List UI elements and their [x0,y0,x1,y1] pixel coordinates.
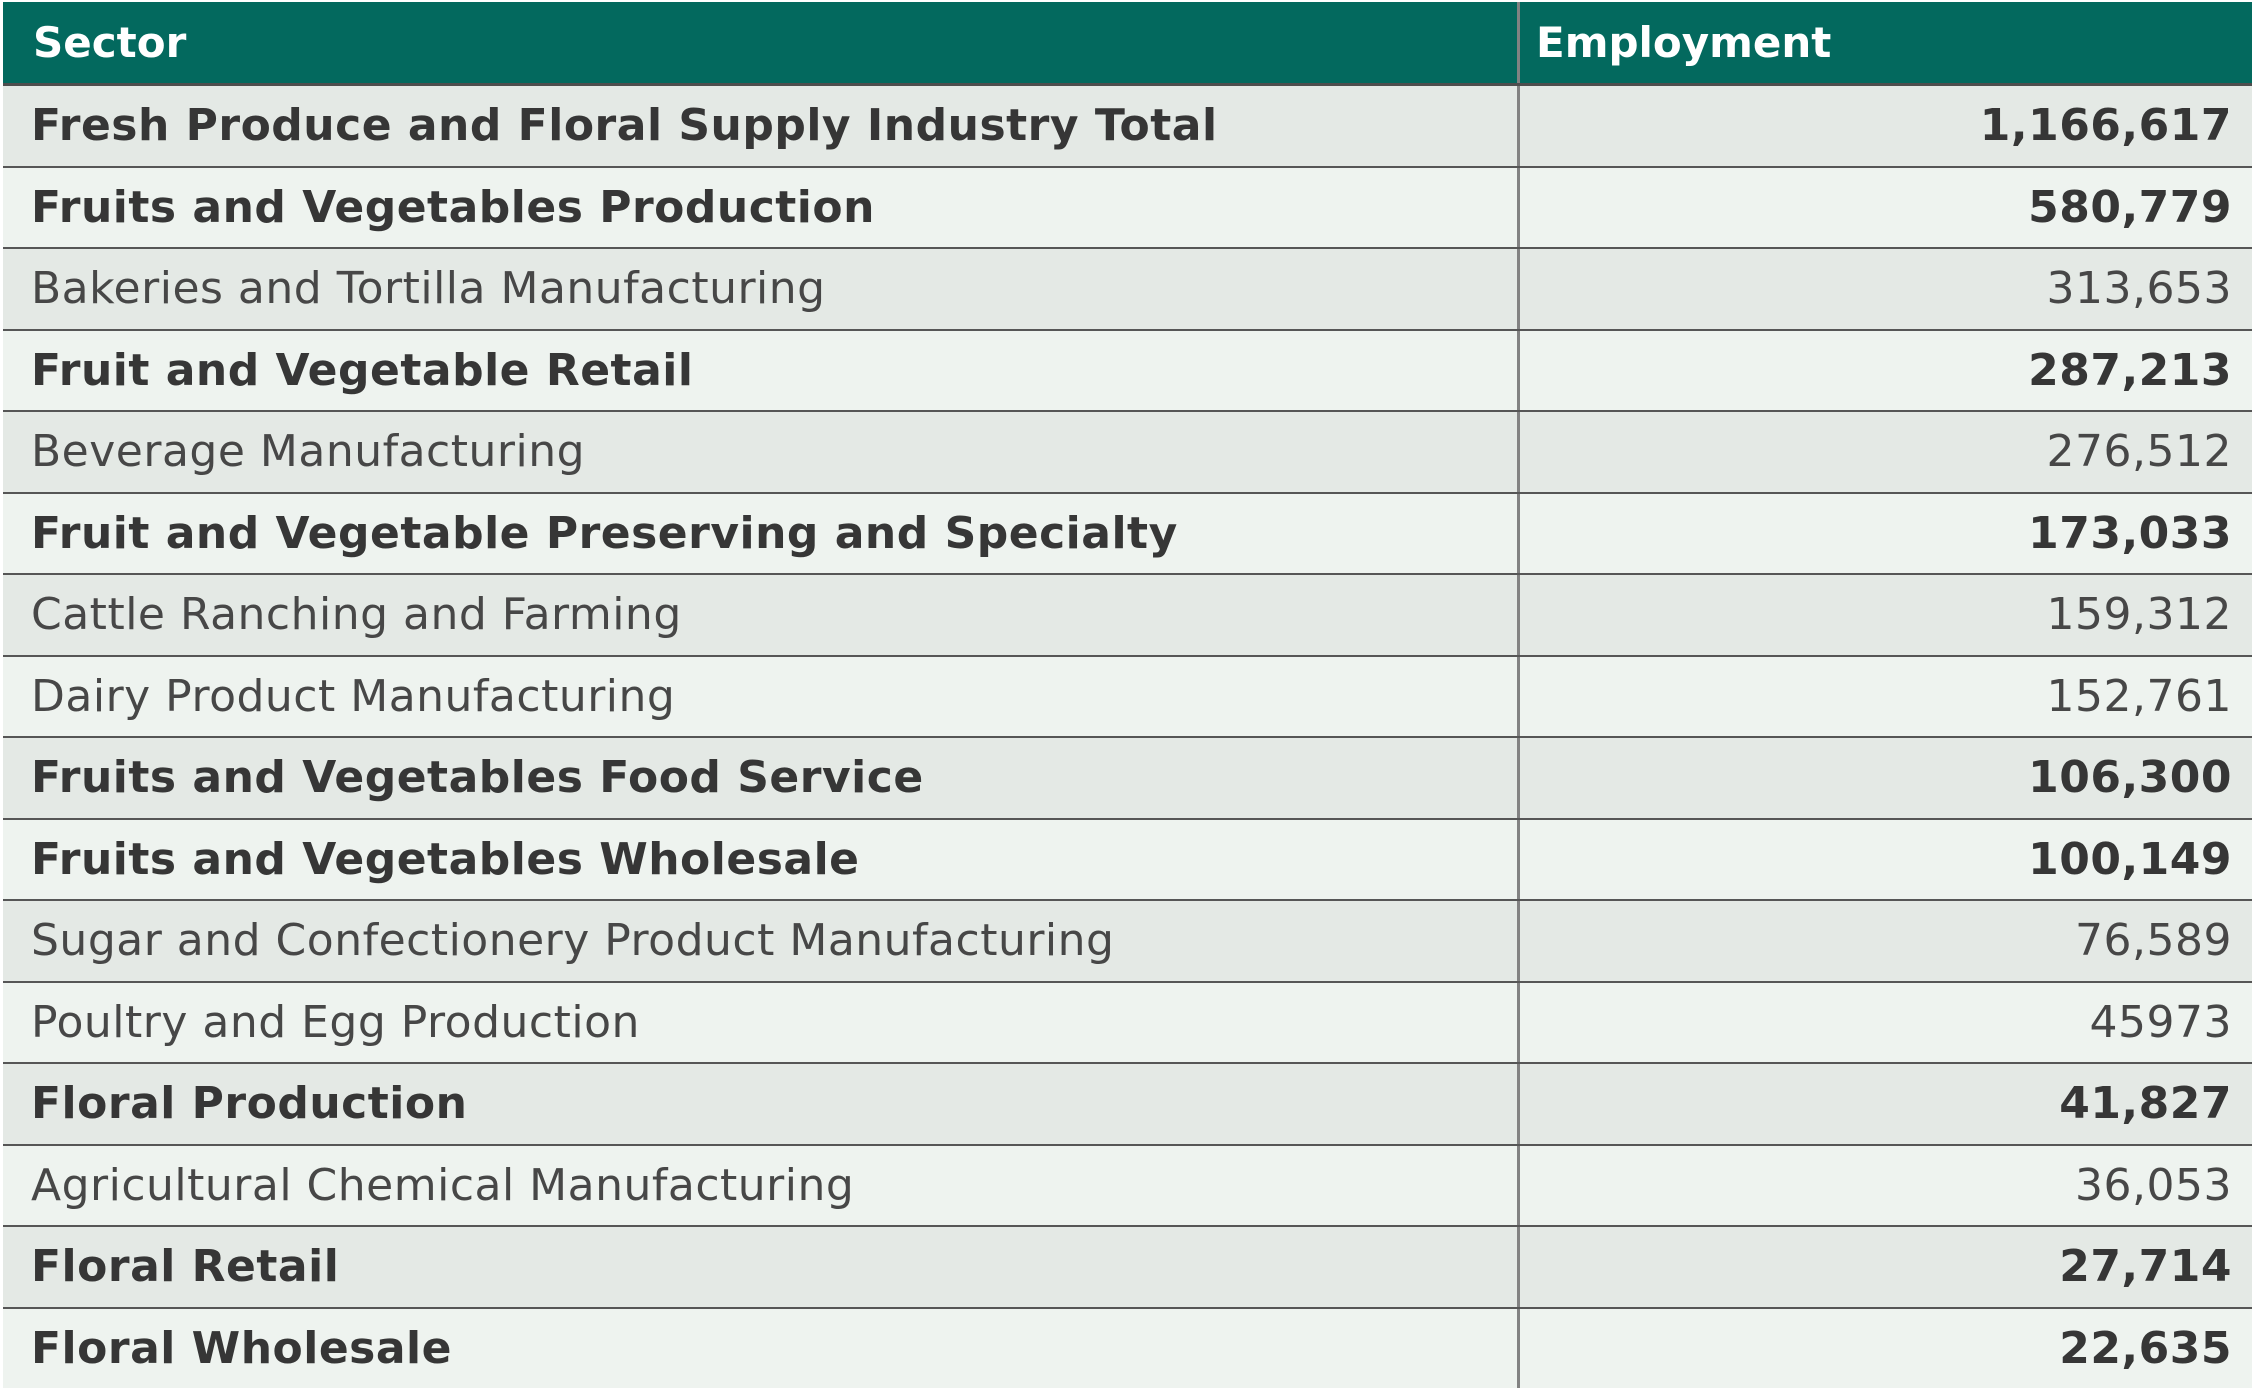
table-row: Agricultural Chemical Manufacturing 36,0… [3,1143,2252,1225]
employment-cell: 41,827 [2059,1078,2232,1130]
employment-cell: 100,149 [2028,833,2232,885]
sector-cell: Beverage Manufacturing [3,412,1520,492]
employment-cell: 276,512 [2046,426,2232,478]
table-row: Floral Production 41,827 [3,1062,2252,1144]
table-row: Floral Wholesale 22,635 [3,1306,2252,1388]
table-row: Sugar and Confectionery Product Manufact… [3,899,2252,981]
sector-cell: Fresh Produce and Floral Supply Industry… [3,86,1520,166]
sector-cell: Sugar and Confectionery Product Manufact… [3,901,1520,981]
sector-cell: Fruits and Vegetables Food Service [3,738,1520,818]
employment-cell: 106,300 [2028,752,2232,804]
sector-cell: Bakeries and Tortilla Manufacturing [3,249,1520,329]
employment-cell: 36,053 [2075,1159,2232,1211]
table-row: Bakeries and Tortilla Manufacturing 313,… [3,247,2252,329]
sector-cell: Agricultural Chemical Manufacturing [3,1145,1520,1225]
sector-cell: Floral Production [3,1064,1520,1144]
sector-cell: Fruit and Vegetable Preserving and Speci… [3,493,1520,573]
sector-cell: Fruits and Vegetables Production [3,167,1520,247]
table-row: Fruits and Vegetables Production 580,779 [3,165,2252,247]
table-row: Fruits and Vegetables Food Service 106,3… [3,736,2252,818]
employment-table: Sector Employment Fresh Produce and Flor… [3,2,2252,1388]
employment-cell: 76,589 [2075,915,2232,967]
employment-cell: 173,033 [2028,507,2232,559]
table-row: Beverage Manufacturing 276,512 [3,410,2252,492]
table-row: Fruits and Vegetables Wholesale 100,149 [3,817,2252,899]
employment-cell: 27,714 [2059,1241,2232,1293]
table-row: Cattle Ranching and Farming 159,312 [3,573,2252,655]
sector-cell: Dairy Product Manufacturing [3,656,1520,736]
employment-cell: 1,166,617 [1979,100,2232,152]
sector-cell: Poultry and Egg Production [3,982,1520,1062]
table-row: Dairy Product Manufacturing 152,761 [3,654,2252,736]
table-body: Fresh Produce and Floral Supply Industry… [3,86,2252,1388]
employment-cell: 580,779 [2028,181,2232,233]
sector-cell: Floral Retail [3,1227,1520,1307]
employment-cell: 45973 [2089,996,2232,1048]
employment-cell: 287,213 [2028,344,2232,396]
employment-cell: 159,312 [2046,589,2232,641]
header-cell-employment: Employment [1536,18,1832,67]
sector-cell: Fruit and Vegetable Retail [3,330,1520,410]
header-cell-sector: Sector [3,2,1520,83]
employment-cell: 313,653 [2046,263,2232,315]
table-row: Fresh Produce and Floral Supply Industry… [3,86,2252,166]
employment-cell: 22,635 [2059,1322,2232,1374]
table-row: Fruit and Vegetable Preserving and Speci… [3,491,2252,573]
table-row: Fruit and Vegetable Retail 287,213 [3,328,2252,410]
table-header-row: Sector Employment [3,2,2252,86]
sector-cell: Fruits and Vegetables Wholesale [3,819,1520,899]
table-row: Poultry and Egg Production 45973 [3,980,2252,1062]
sector-cell: Floral Wholesale [3,1308,1520,1388]
employment-cell: 152,761 [2046,670,2232,722]
sector-cell: Cattle Ranching and Farming [3,575,1520,655]
table-row: Floral Retail 27,714 [3,1225,2252,1307]
